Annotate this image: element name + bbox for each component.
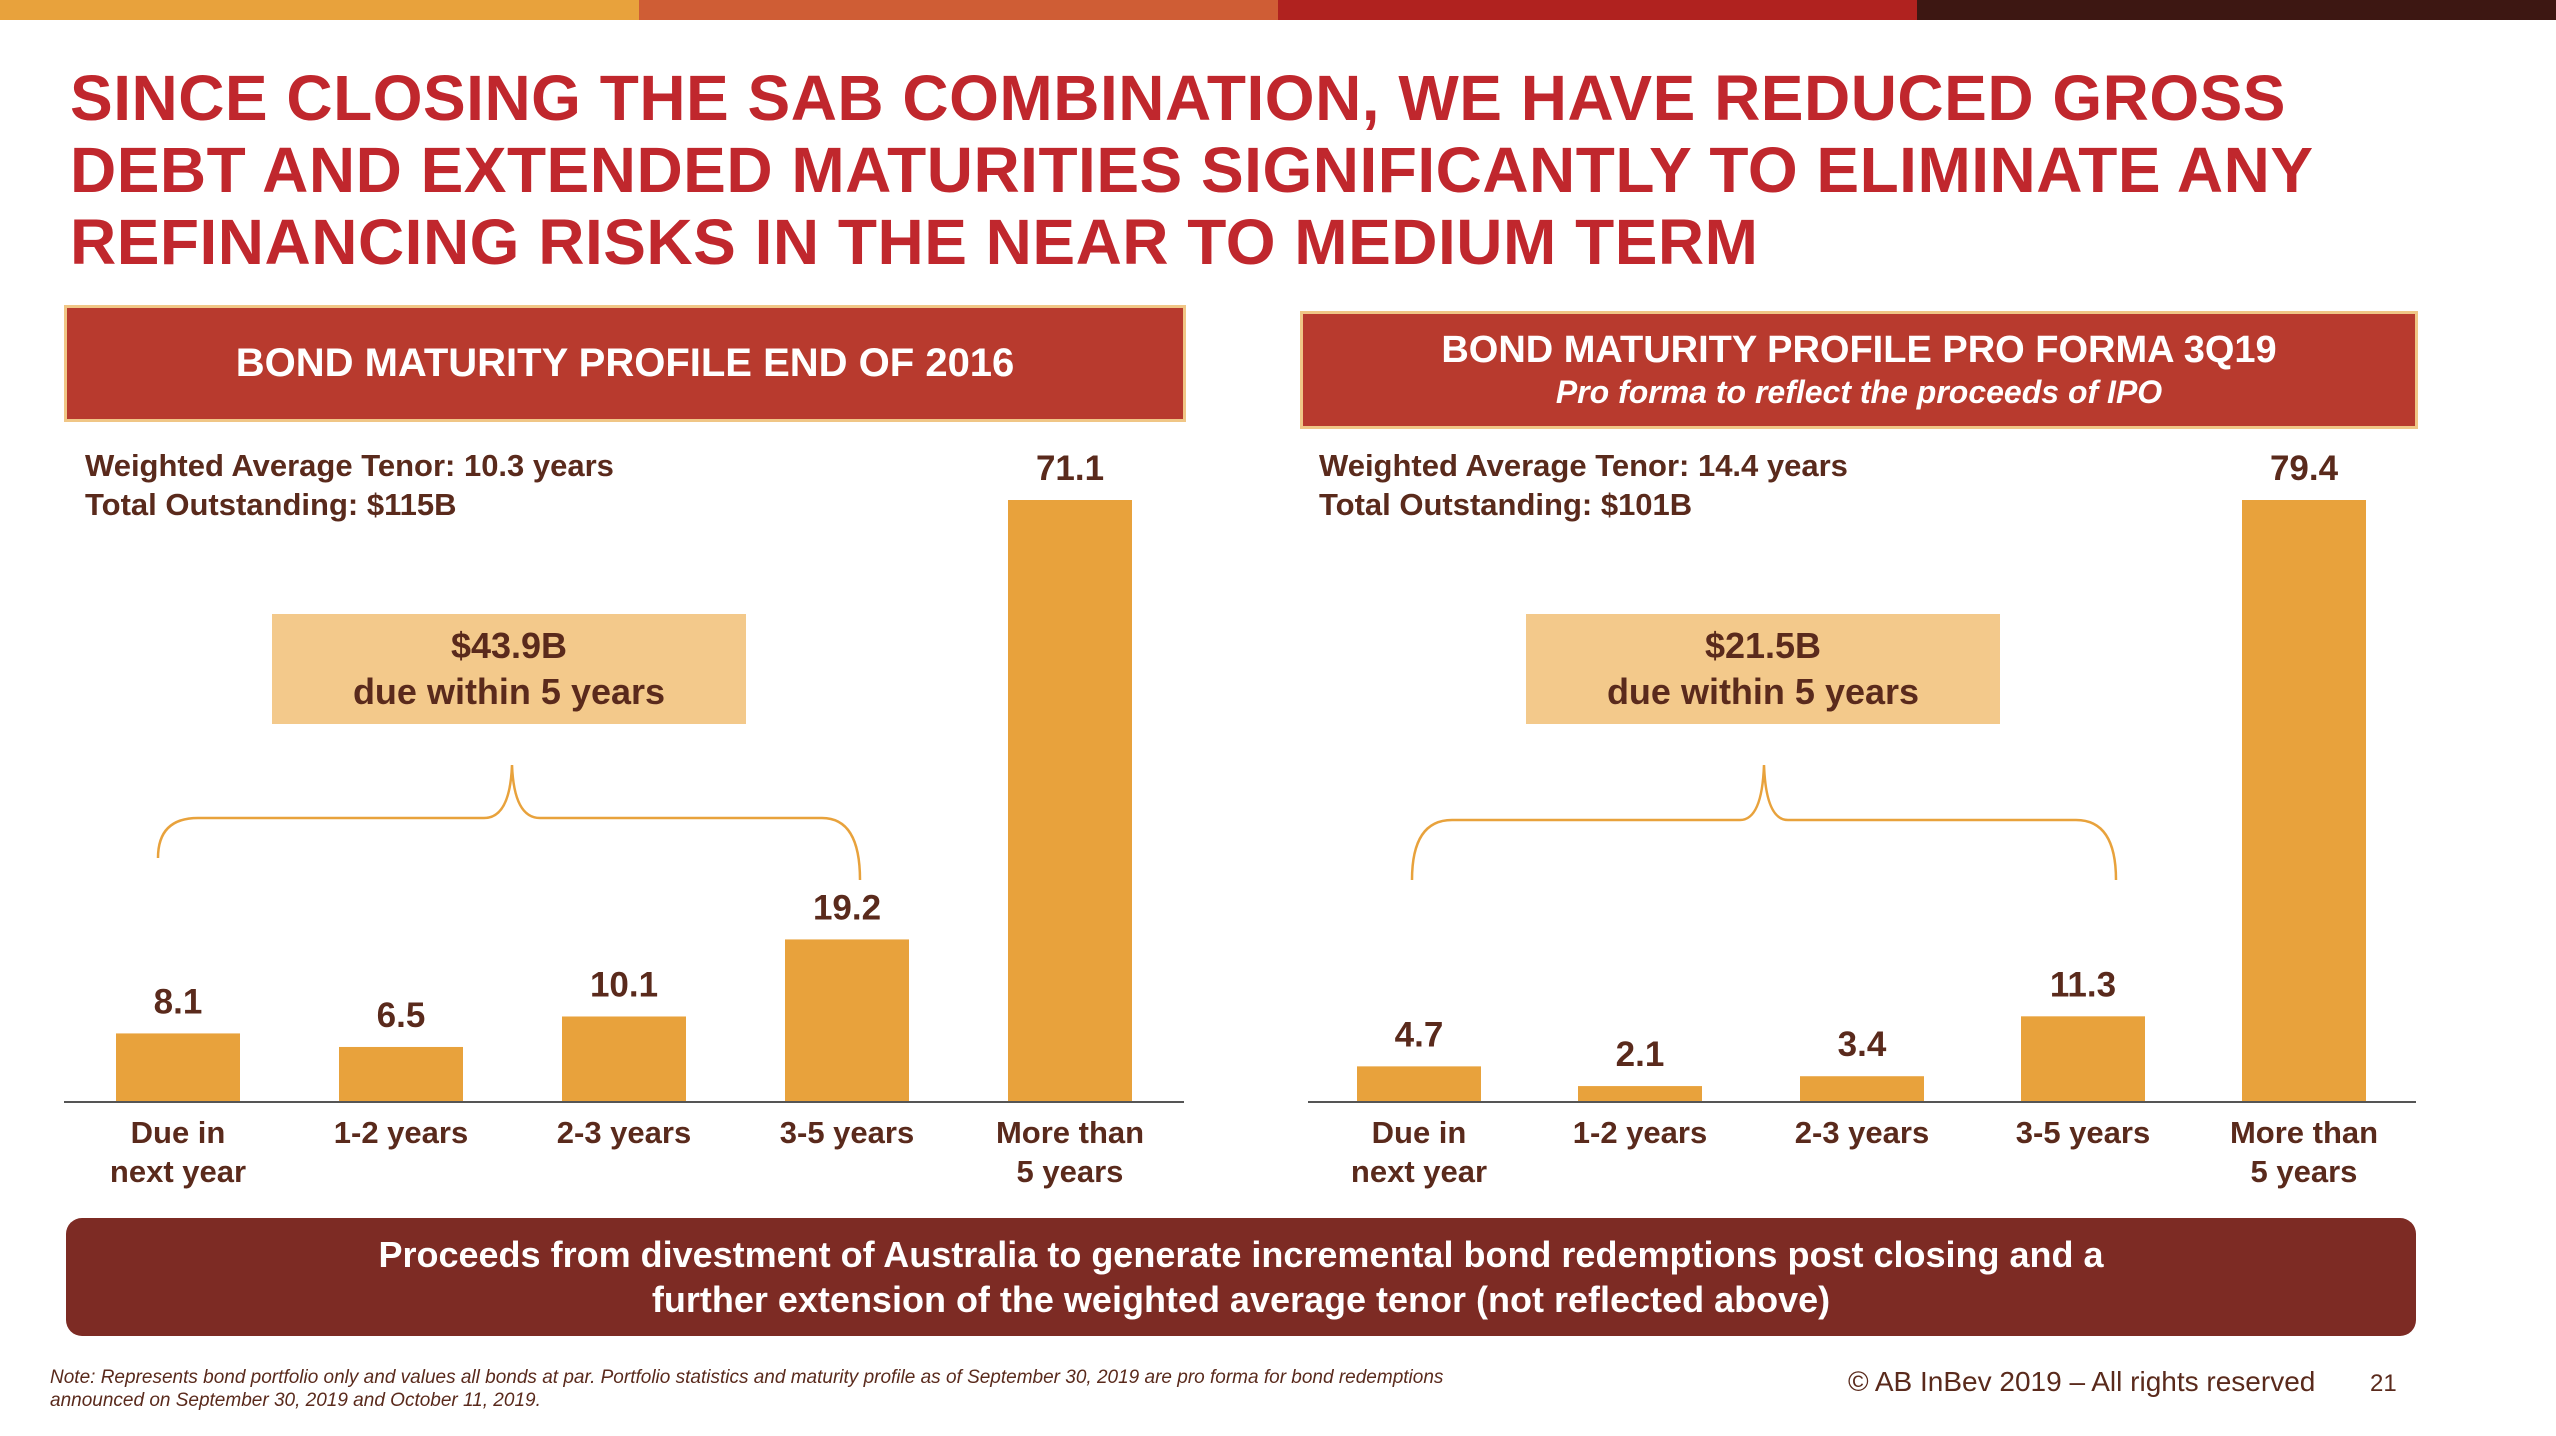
left-stat-tenor: Weighted Average Tenor: 10.3 years bbox=[85, 448, 614, 483]
right-bar-chart: 4.7 Due in next year 2.1 1-2 years 3.4 2-3 yea… bbox=[1308, 449, 2416, 1189]
right-bar-value-label-1: 4.7 bbox=[1395, 1015, 1444, 1054]
banner-line-2: further extension of the weighted averag… bbox=[651, 1279, 1831, 1320]
right-panel-header: BOND MATURITY PROFILE PRO FORMA 3Q19 Pro… bbox=[1300, 311, 2418, 429]
banner-line-1: Proceeds from divestment of Australia to… bbox=[378, 1234, 2104, 1275]
left-callout: $43.9B due within 5 years bbox=[272, 614, 746, 724]
left-bar-3 bbox=[562, 1016, 686, 1102]
left-stat-outstanding: Total Outstanding: $115B bbox=[85, 487, 457, 522]
bottom-banner: Proceeds from divestment of Australia to… bbox=[66, 1218, 2416, 1336]
title-line-1: SINCE CLOSING THE SAB COMBINATION, WE HA… bbox=[70, 62, 2286, 134]
right-callout: $21.5B due within 5 years bbox=[1526, 614, 2000, 724]
top-color-bar bbox=[0, 0, 2556, 20]
top-bar-segment-4 bbox=[1917, 0, 2556, 20]
right-stats: Weighted Average Tenor: 14.4 years Total… bbox=[1319, 446, 1848, 524]
left-bar-4 bbox=[785, 939, 909, 1102]
right-stat-tenor: Weighted Average Tenor: 14.4 years bbox=[1319, 448, 1848, 483]
right-category-label-1-line-2: next year bbox=[1351, 1154, 1487, 1189]
left-brace bbox=[156, 764, 862, 881]
left-category-label-1-line-2: next year bbox=[110, 1154, 246, 1189]
right-brace bbox=[1410, 764, 2118, 881]
left-bar-5 bbox=[1008, 500, 1132, 1102]
right-category-label-2: 1-2 years bbox=[1573, 1115, 1707, 1150]
top-bar-segment-3 bbox=[1278, 0, 1917, 20]
right-category-label-5-line-2: 5 years bbox=[2251, 1154, 2358, 1189]
left-category-label-3: 2-3 years bbox=[557, 1115, 691, 1150]
left-category-label-2: 1-2 years bbox=[334, 1115, 468, 1150]
left-callout-amount: $43.9B bbox=[450, 625, 568, 666]
left-bar-value-label-5: 71.1 bbox=[1036, 449, 1104, 488]
right-category-label-5-line-1: More than bbox=[2230, 1115, 2378, 1150]
left-stats: Weighted Average Tenor: 10.3 years Total… bbox=[85, 446, 614, 524]
left-bar-value-label-2: 6.5 bbox=[377, 996, 426, 1035]
left-category-label-4: 3-5 years bbox=[780, 1115, 914, 1150]
copyright: © AB InBev 2019 – All rights reserved bbox=[1848, 1366, 2316, 1397]
left-bar-value-label-4: 19.2 bbox=[813, 888, 881, 927]
slide-title: SINCE CLOSING THE SAB COMBINATION, WE HA… bbox=[70, 62, 2490, 278]
right-bar-value-label-5: 79.4 bbox=[2270, 449, 2339, 488]
title-line-3: REFINANCING RISKS IN THE NEAR TO MEDIUM … bbox=[70, 206, 1759, 278]
right-category-label-4: 3-5 years bbox=[2016, 1115, 2150, 1150]
left-bar-1 bbox=[116, 1033, 240, 1102]
right-panel-title: BOND MATURITY PROFILE PRO FORMA 3Q19 bbox=[1441, 329, 2277, 371]
left-bar-2 bbox=[339, 1046, 463, 1102]
right-category-label-1-line-1: Due in bbox=[1372, 1115, 1467, 1150]
right-bar-value-label-2: 2.1 bbox=[1616, 1035, 1665, 1074]
footnote: Note: Represents bond portfolio only and… bbox=[50, 1367, 1444, 1411]
top-bar-segment-1 bbox=[0, 0, 639, 20]
left-bar-value-label-1: 8.1 bbox=[154, 982, 203, 1021]
left-bar-chart: 8.1 Due in next year 6.5 1-2 years 10.1 2-3 ye… bbox=[64, 449, 1184, 1189]
top-bar-segment-2 bbox=[639, 0, 1278, 20]
left-callout-text: due within 5 years bbox=[352, 671, 666, 712]
right-bar-5 bbox=[2242, 500, 2366, 1102]
left-category-label-5-line-2: 5 years bbox=[1017, 1154, 1124, 1189]
right-callout-text: due within 5 years bbox=[1606, 671, 1920, 712]
right-stat-outstanding: Total Outstanding: $101B bbox=[1319, 487, 1693, 522]
left-category-label-1-line-1: Due in bbox=[131, 1115, 226, 1150]
left-panel-header: BOND MATURITY PROFILE END OF 2016 bbox=[64, 305, 1186, 422]
left-category-label-5-line-1: More than bbox=[996, 1115, 1144, 1150]
right-bar-3 bbox=[1800, 1076, 1924, 1102]
page-number: 21 bbox=[2370, 1370, 2397, 1397]
right-bar-2 bbox=[1578, 1086, 1702, 1102]
right-bar-value-label-4: 11.3 bbox=[2050, 965, 2116, 1004]
right-callout-amount: $21.5B bbox=[1704, 625, 1822, 666]
left-panel-title: BOND MATURITY PROFILE END OF 2016 bbox=[235, 341, 1015, 385]
title-line-2: DEBT AND EXTENDED MATURITIES SIGNIFICANT… bbox=[70, 134, 2314, 206]
right-bar-value-label-3: 3.4 bbox=[1838, 1025, 1887, 1064]
right-panel-subtitle: Pro forma to reflect the proceeds of IPO bbox=[1555, 374, 2163, 410]
right-bar-4 bbox=[2021, 1016, 2145, 1102]
left-bar-value-label-3: 10.1 bbox=[590, 965, 658, 1004]
right-category-label-3: 2-3 years bbox=[1795, 1115, 1929, 1150]
right-bar-1 bbox=[1357, 1066, 1481, 1102]
